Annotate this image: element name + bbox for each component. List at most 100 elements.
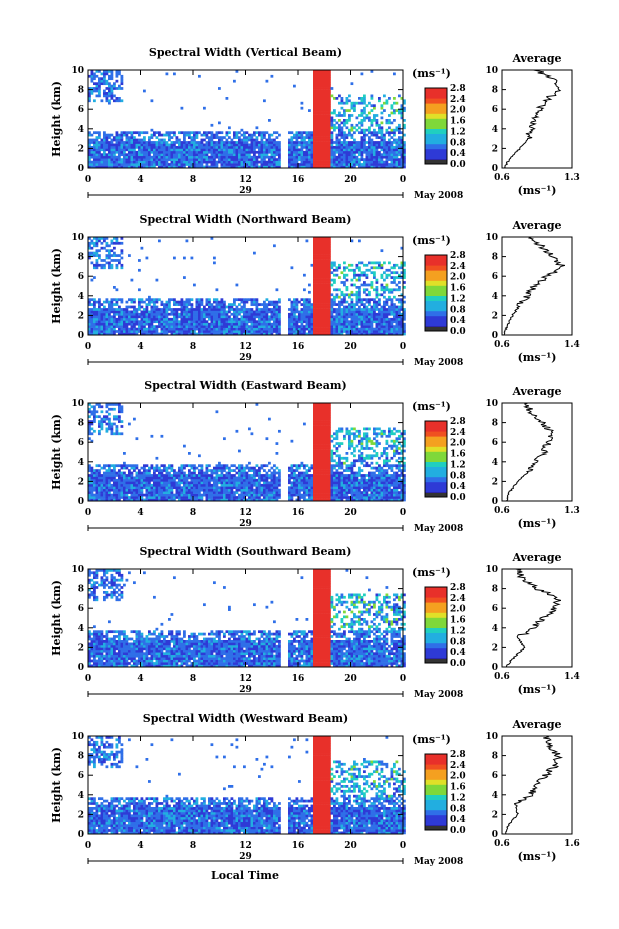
heatmap-cell bbox=[88, 163, 91, 166]
heatmap-cell bbox=[218, 143, 221, 147]
heatmap-cell bbox=[345, 119, 349, 122]
heatmap-cell bbox=[390, 111, 394, 115]
heatmap-cell bbox=[108, 266, 111, 270]
heatmap-cell bbox=[383, 315, 386, 319]
heatmap-cell bbox=[88, 322, 91, 326]
heatmap-cell bbox=[190, 155, 194, 159]
heatmap-cell bbox=[105, 327, 109, 331]
heatmap-cell bbox=[103, 158, 106, 161]
heatmap-cell bbox=[90, 241, 94, 245]
heatmap-cell bbox=[113, 466, 116, 470]
heatmap-cell bbox=[320, 320, 324, 324]
heatmap-cell bbox=[203, 153, 206, 157]
heatmap-cell bbox=[313, 128, 316, 132]
heatmap-cell bbox=[223, 317, 226, 321]
heatmap-cell bbox=[363, 111, 366, 115]
heatmap-cell bbox=[330, 263, 334, 267]
heatmap-cell bbox=[108, 261, 111, 265]
heatmap-cell bbox=[133, 491, 136, 494]
heatmap-cell bbox=[103, 150, 106, 154]
heatmap-cell bbox=[145, 483, 149, 487]
heatmap-cell bbox=[165, 153, 169, 157]
heatmap-cell bbox=[320, 325, 324, 328]
heatmap-cell bbox=[340, 131, 344, 135]
heatmap-cell bbox=[90, 163, 94, 166]
heatmap-cell bbox=[265, 332, 269, 336]
heatmap-cell bbox=[93, 82, 96, 86]
heatmap-cell bbox=[160, 133, 164, 137]
heatmap-cell bbox=[98, 476, 101, 480]
heatmap-cell bbox=[345, 305, 349, 309]
heatmap-cell bbox=[265, 320, 269, 324]
heatmap-cell bbox=[305, 160, 309, 164]
heatmap-cell bbox=[293, 327, 296, 331]
heatmap-cell bbox=[123, 153, 126, 157]
heatmap-cell bbox=[138, 300, 141, 304]
heatmap-cell bbox=[323, 146, 326, 149]
heatmap-cell bbox=[148, 466, 151, 470]
heatmap-cell bbox=[395, 320, 399, 324]
heatmap-cell bbox=[263, 150, 266, 154]
heatmap-cell bbox=[273, 138, 276, 142]
heatmap-cell bbox=[133, 478, 136, 482]
heatmap-cell bbox=[125, 498, 129, 502]
heatmap-cell bbox=[250, 310, 254, 314]
heatmap-cell bbox=[98, 254, 101, 257]
heatmap-cell bbox=[403, 123, 406, 127]
heatmap-cell bbox=[398, 288, 401, 292]
heatmap-cell bbox=[335, 303, 339, 306]
heatmap-cell bbox=[193, 322, 196, 326]
heatmap-cell bbox=[90, 420, 94, 423]
heatmap-cell bbox=[273, 155, 276, 159]
heatmap-cell bbox=[325, 92, 329, 95]
heatmap-cell bbox=[298, 136, 301, 139]
heatmap-cell bbox=[290, 312, 294, 316]
heatmap-cell bbox=[140, 476, 144, 480]
heatmap-cell bbox=[298, 320, 301, 324]
heatmap-cell bbox=[198, 330, 201, 333]
heatmap-cell bbox=[345, 315, 349, 319]
heatmap-cell bbox=[328, 241, 331, 245]
heatmap-cell bbox=[115, 241, 119, 245]
heatmap-cell bbox=[125, 466, 129, 470]
heatmap-cell bbox=[368, 126, 371, 130]
heatmap-cell bbox=[108, 148, 111, 152]
heatmap-cell bbox=[223, 332, 226, 336]
heatmap-cell bbox=[235, 320, 239, 324]
heatmap-cell bbox=[153, 325, 156, 328]
heatmap-cell bbox=[398, 298, 401, 302]
heatmap-cell bbox=[380, 106, 384, 110]
heatmap-cell bbox=[95, 403, 99, 406]
heatmap-cell bbox=[213, 320, 216, 324]
heatmap-cell bbox=[113, 332, 116, 336]
heatmap-cell bbox=[363, 128, 366, 132]
heatmap-cell bbox=[88, 493, 91, 497]
heatmap-cell bbox=[303, 136, 306, 139]
colorbar-segment bbox=[425, 93, 447, 99]
heatmap-cell bbox=[95, 315, 99, 319]
heatmap-cell bbox=[385, 153, 389, 157]
heatmap-cell bbox=[323, 317, 326, 321]
heatmap-cell bbox=[108, 310, 111, 314]
heatmap-cell bbox=[298, 133, 301, 137]
heatmap-cell bbox=[105, 163, 109, 166]
heatmap-cell bbox=[188, 317, 191, 321]
heatmap-cell bbox=[95, 249, 99, 253]
heatmap-cell bbox=[93, 488, 96, 492]
heatmap-cell bbox=[123, 496, 126, 499]
heatmap-cell bbox=[98, 478, 101, 482]
heatmap-cell bbox=[353, 126, 356, 130]
heatmap-cell bbox=[340, 101, 344, 105]
heatmap-cell bbox=[318, 308, 321, 311]
heatmap-cell bbox=[220, 320, 224, 324]
heatmap-cell bbox=[330, 87, 334, 90]
heatmap-cell bbox=[210, 158, 214, 161]
heatmap-cell bbox=[375, 317, 379, 321]
heatmap-cell bbox=[223, 327, 226, 331]
heatmap-cell bbox=[388, 305, 391, 309]
heatmap-cell bbox=[95, 415, 99, 419]
heatmap-cell bbox=[120, 256, 124, 260]
heatmap-cell bbox=[138, 478, 141, 482]
heatmap-cell bbox=[310, 320, 314, 324]
heatmap-cell bbox=[113, 320, 116, 324]
